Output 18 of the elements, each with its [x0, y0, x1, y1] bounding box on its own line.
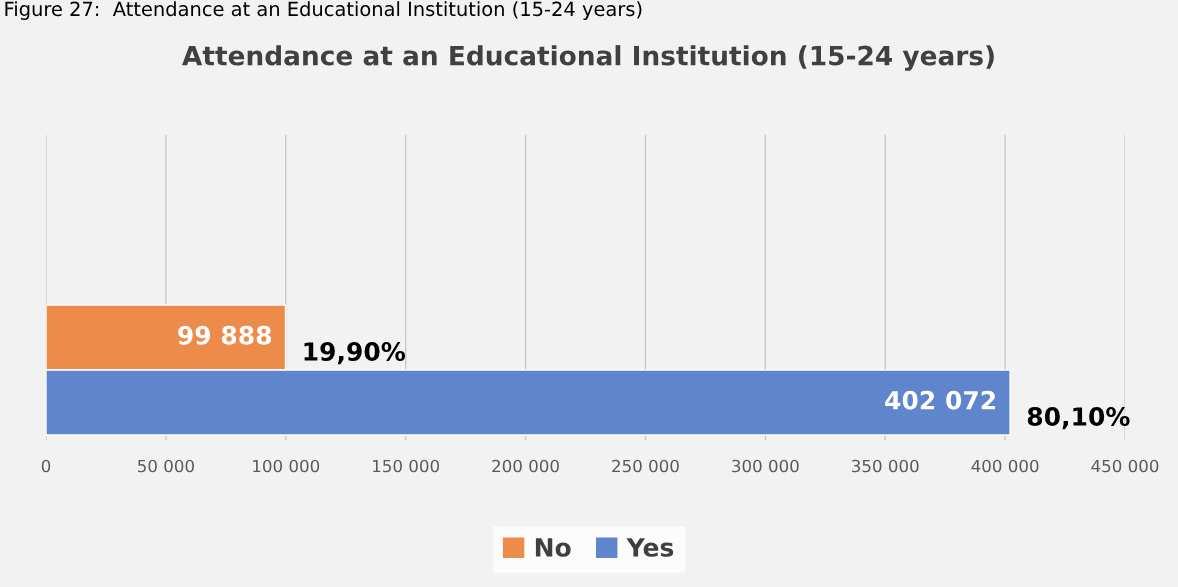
x-tick-label: 200 000 — [492, 459, 559, 473]
x-tick-label: 300 000 — [732, 459, 799, 473]
chart-title: Attendance at an Educational Institution (15-24 years) — [182, 45, 994, 71]
x-tick-label: 450 000 — [1091, 459, 1159, 473]
x-tick-label: 350 000 — [852, 459, 919, 473]
caption: Figure 27: Attendance at an Educational Institution (15-24 years) — [5, 1, 642, 20]
x-tick-label: 100 000 — [253, 459, 320, 473]
x-tick-label: 50 000 — [138, 459, 194, 473]
x-tick-label: 250 000 — [612, 459, 679, 473]
x-tick-label: 0 — [41, 459, 51, 473]
data-label: 402 072 — [885, 390, 995, 410]
x-tick-label: 400 000 — [971, 459, 1039, 473]
x-tick-label: 150 000 — [373, 459, 440, 473]
annotation: 80,10% — [1027, 407, 1130, 430]
data-label: 99 888 — [178, 325, 272, 345]
legend-label: No — [535, 538, 571, 557]
legend-label: Yes — [626, 538, 674, 557]
annotation: 19,90% — [304, 342, 406, 365]
